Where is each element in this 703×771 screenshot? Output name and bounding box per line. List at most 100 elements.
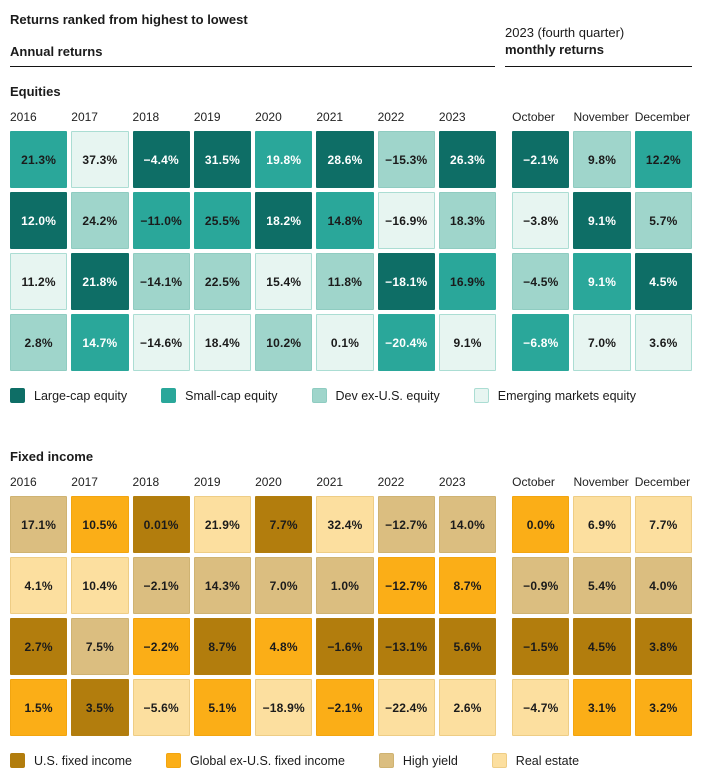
column-header-2018: 2018 [132,110,160,124]
equities-cell-2018-r4: −14.6% [132,314,190,371]
fixed-income-grid: 2016 2017 2018 2019 2020 2021 2022 2023 October N… [10,475,692,736]
equities-cell-2016-r4: 2.8% [10,314,68,371]
column-header-october: October [512,475,555,489]
equities-cell-november-r2: 9.1% [573,192,631,249]
equities-cell-2022-r4: −20.4% [377,314,435,371]
fixed-income-cell-2020-r2: 7.0% [255,557,313,614]
section-fixed-income: Fixed income 2016 2017 2018 2019 2020 2021 2022… [10,449,692,768]
equities-legend: Large-cap equity Small-cap equity Dev ex-U… [10,388,692,403]
legend-swatch-real [491,753,507,768]
equities-cell-2023-r2: 18.3% [438,192,497,249]
column-gap [500,314,508,371]
column-header-2016: 2016 [10,475,37,489]
legend-item-dev: Dev ex-U.S. equity [311,388,440,403]
fixed-income-cell-2021-r4: −2.1% [316,679,374,736]
equities-cell-december-r2: 5.7% [634,192,692,249]
fixed-income-cell-december-r2: 4.0% [634,557,692,614]
page-title: Returns ranked from highest to lowest [10,12,248,27]
returns-quilt-chart: Returns ranked from highest to lowest An… [10,12,692,768]
legend-swatch-dev [311,388,327,403]
fixed-income-cell-december-r3: 3.8% [634,618,692,675]
fixed-income-cell-november-r1: 6.9% [573,496,631,553]
equities-cell-2018-r2: −11.0% [132,192,190,249]
fixed-income-cell-2021-r3: −1.6% [316,618,374,675]
equities-cell-2023-r4: 9.1% [438,314,497,371]
column-header-2019: 2019 [193,110,221,124]
fixed-income-cell-2022-r4: −22.4% [377,679,435,736]
legend-item-global: Global ex-U.S. fixed income [165,753,345,768]
column-header-december: December [634,475,691,489]
fixed-income-cell-2021-r1: 32.4% [316,496,374,553]
column-gap [500,557,508,614]
fixed-income-cell-2019-r1: 21.9% [193,496,252,553]
fixed-income-cell-2022-r1: −12.7% [377,496,435,553]
equities-cell-2021-r3: 11.8% [316,253,374,310]
column-header-2021: 2021 [316,110,344,124]
equities-cell-2019-r2: 25.5% [193,192,252,249]
legend-swatch-emerging [473,388,489,403]
legend-item-emerging: Emerging markets equity [473,388,636,403]
column-header-november: November [573,475,629,489]
equities-cell-2023-r3: 16.9% [438,253,497,310]
equities-cell-december-r1: 12.2% [634,131,692,188]
section-equities: Equities 2016 2017 2018 2019 2020 2021 2022 2023… [10,84,692,403]
legend-swatch-small [161,388,177,403]
legend-label-dev: Dev ex-U.S. equity [335,388,440,403]
equities-cell-october-r2: −3.8% [512,192,570,249]
fixed-income-cell-2021-r2: 1.0% [316,557,374,614]
fixed-income-cell-november-r3: 4.5% [573,618,631,675]
equities-cell-2017-r2: 24.2% [71,192,129,249]
fixed-income-cell-2019-r3: 8.7% [193,618,252,675]
fixed-income-cell-december-r1: 7.7% [634,496,692,553]
fixed-income-cell-2018-r1: 0.01% [132,496,190,553]
equities-cell-2016-r2: 12.0% [10,192,68,249]
equities-cell-november-r4: 7.0% [573,314,631,371]
column-header-november: November [573,110,629,124]
quarter-label: 2023 (fourth quarter) [505,24,625,40]
fixed-income-cell-2019-r2: 14.3% [193,557,252,614]
fixed-income-cell-2016-r2: 4.1% [10,557,68,614]
fixed-income-cell-2018-r3: −2.2% [132,618,190,675]
legend-item-real: Real estate [491,753,580,768]
fixed-income-cell-november-r4: 3.1% [573,679,631,736]
fixed-income-cell-october-r4: −4.7% [512,679,570,736]
equities-cell-2020-r1: 19.8% [255,131,313,188]
equities-cell-2022-r2: −16.9% [377,192,435,249]
equities-cell-2016-r3: 11.2% [10,253,68,310]
column-header-october: October [512,110,555,124]
fixed-income-cell-october-r1: 0.0% [512,496,570,553]
legend-swatch-global [165,753,181,768]
fixed-income-cell-2018-r2: −2.1% [132,557,190,614]
column-header-2020: 2020 [255,110,282,124]
annual-header-block: Returns ranked from highest to lowest An… [10,12,495,67]
column-gap [500,131,508,188]
chart-sections: Equities 2016 2017 2018 2019 2020 2021 2022 2023… [10,84,692,768]
equities-cell-december-r4: 3.6% [634,314,692,371]
fixed-income-cell-2020-r4: −18.9% [255,679,313,736]
equities-cell-december-r3: 4.5% [634,253,692,310]
fixed-income-cell-2023-r1: 14.0% [438,496,497,553]
fixed-income-cell-2023-r2: 8.7% [438,557,497,614]
equities-cell-2022-r3: −18.1% [377,253,435,310]
legend-label-real: Real estate [515,753,580,768]
equities-cell-2020-r4: 10.2% [255,314,313,371]
fixed-income-cell-2018-r4: −5.6% [132,679,190,736]
equities-cell-november-r1: 9.8% [573,131,631,188]
equities-cell-2016-r1: 21.3% [10,131,68,188]
column-header-2021: 2021 [316,475,344,489]
equities-cell-october-r3: −4.5% [512,253,570,310]
fixed-income-legend: U.S. fixed income Global ex-U.S. fixed in… [10,753,692,768]
column-gap [500,475,508,492]
equities-cell-2021-r2: 14.8% [316,192,374,249]
column-header-2023: 2023 [438,110,466,124]
fixed-income-cell-2020-r1: 7.7% [255,496,313,553]
fixed-income-cell-october-r2: −0.9% [512,557,570,614]
equities-cell-2018-r1: −4.4% [132,131,190,188]
column-header-december: December [634,110,691,124]
legend-swatch-large [10,388,25,403]
equities-cell-october-r1: −2.1% [512,131,570,188]
fixed-income-cell-2022-r3: −13.1% [377,618,435,675]
column-gap [500,192,508,249]
equities-cell-2021-r1: 28.6% [316,131,374,188]
equities-cell-october-r4: −6.8% [512,314,570,371]
